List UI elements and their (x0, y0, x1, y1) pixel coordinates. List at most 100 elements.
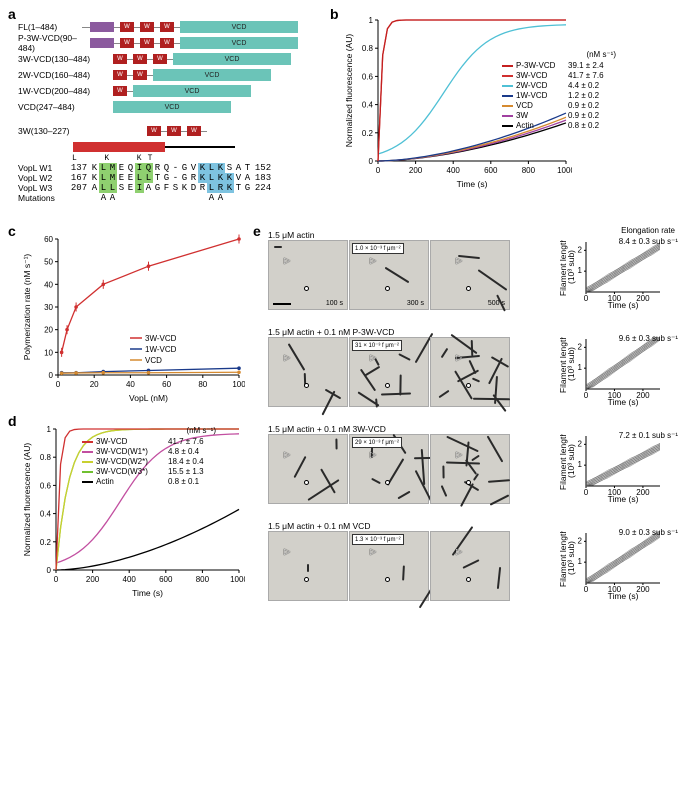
arrow-marker: ▷ (284, 547, 290, 556)
construct-name: P-3W-VCD(90–484) (18, 33, 90, 53)
w-repeat: W (113, 70, 127, 80)
micrograph: ▷ 1.0 × 10⁻³ f μm⁻² 300 s (349, 240, 429, 310)
panel-b-rates: (nM s⁻¹)P-3W-VCD39.1 ± 2.43W-VCD41.7 ± 7… (502, 50, 618, 131)
svg-text:Time (s): Time (s) (457, 179, 488, 189)
legend-label: 3W-VCD(W3*) (96, 467, 168, 476)
svg-text:200: 200 (409, 166, 423, 175)
legend-row: 3W-VCD41.7 ± 7.6 (82, 437, 218, 446)
density-box: 29 × 10⁻³ f μm⁻² (352, 437, 402, 448)
svg-text:Polymerization rate (nM s⁻¹): Polymerization rate (nM s⁻¹) (22, 254, 32, 361)
w-repeat: W (120, 22, 134, 32)
svg-text:0.4: 0.4 (40, 510, 52, 519)
svg-text:0.8: 0.8 (362, 44, 374, 53)
svg-text:800: 800 (522, 166, 536, 175)
legend-row: 3W-VCD(W1*)4.8 ± 0.4 (82, 447, 218, 456)
svg-text:0: 0 (584, 391, 589, 400)
micrograph: ▷ (268, 337, 348, 407)
density-box: 1.0 × 10⁻³ f μm⁻² (352, 243, 404, 254)
legend-swatch (82, 441, 93, 443)
arrow-marker: ▷ (456, 353, 462, 362)
legend-swatch (502, 85, 513, 87)
svg-text:(10³ sub): (10³ sub) (566, 444, 576, 478)
svg-text:800: 800 (196, 575, 210, 584)
filament-length-plot: 010020012Time (s)Filament length(10³ sub… (560, 434, 662, 504)
legend-label: 3W-VCD (96, 437, 168, 446)
svg-text:1: 1 (47, 425, 52, 434)
timestamp: 100 s (326, 300, 343, 307)
construct-name: 1W-VCD(200–484) (18, 86, 113, 96)
construct-row: 3W-VCD(130–484)WWWVCD (18, 52, 298, 66)
legend-row: 3W-VCD(W2*)18.4 ± 0.4 (82, 457, 218, 466)
micrograph: ▷ (268, 531, 348, 601)
svg-text:0.6: 0.6 (362, 72, 374, 81)
svg-text:Time (s): Time (s) (608, 494, 639, 504)
legend-label: 3W-VCD (516, 71, 568, 80)
timestamp: 500 s (488, 300, 505, 307)
condition-label: 1.5 μM actin (268, 230, 314, 240)
svg-text:2: 2 (578, 342, 583, 351)
rate-value: 41.7 ± 7.6 (568, 71, 618, 80)
svg-text:1000: 1000 (230, 575, 245, 584)
w-repeat: W (140, 22, 154, 32)
legend-swatch (82, 461, 93, 463)
panel-b-label: b (330, 6, 339, 22)
construct-bar: WWWVCD (90, 37, 298, 49)
svg-text:(10³ sub): (10³ sub) (566, 347, 576, 381)
fiducial-marker (385, 480, 390, 485)
w-repeat: W (133, 70, 147, 80)
construct-row: P-3W-VCD(90–484)WWWVCD (18, 36, 298, 50)
svg-text:0: 0 (47, 566, 52, 575)
vcd-domain: VCD (113, 101, 231, 113)
panel-a-label: a (8, 6, 16, 22)
alignment-row: VopL W3207ALLSEIAGFSKDRLRKTG224 (18, 183, 298, 193)
condition-label: 1.5 μM actin + 0.1 nM 3W-VCD (268, 424, 386, 434)
seq-name: VopL W3 (18, 183, 68, 193)
legend-row: P-3W-VCD39.1 ± 2.4 (502, 61, 618, 70)
fiducial-marker (385, 577, 390, 582)
timestamp: 300 s (407, 300, 424, 307)
vcd-domain: VCD (180, 37, 298, 49)
elongation-rate-value: 7.2 ± 0.1 sub s⁻¹ (578, 431, 678, 440)
micrograph: ▷100 s (268, 240, 348, 310)
construct-row: VCD(247–484)VCD (18, 100, 298, 114)
svg-text:600: 600 (484, 166, 498, 175)
legend-row: Actin0.8 ± 0.1 (82, 477, 218, 486)
p-domain (90, 38, 114, 48)
svg-text:Time (s): Time (s) (608, 397, 639, 407)
svg-text:1: 1 (578, 363, 583, 372)
legend-swatch (502, 75, 513, 77)
svg-text:100: 100 (232, 380, 245, 389)
arrow-marker: ▷ (370, 256, 376, 265)
construct-name: FL(1–484) (18, 22, 82, 32)
panel-c-chart: 0204060801000102030405060VopL (nM)Polyme… (20, 233, 245, 403)
svg-text:(10³ sub): (10³ sub) (566, 541, 576, 575)
legend-swatch (502, 95, 513, 97)
rate-value: 15.5 ± 1.3 (168, 467, 218, 476)
legend-row: 2W-VCD4.4 ± 0.2 (502, 81, 618, 90)
rate-value: 0.8 ± 0.1 (168, 477, 218, 486)
svg-text:20: 20 (44, 326, 53, 335)
elongation-rate-value: 9.6 ± 0.3 sub s⁻¹ (578, 334, 678, 343)
rate-value: 18.4 ± 0.4 (168, 457, 218, 466)
density-box: 31 × 10⁻³ f μm⁻² (352, 340, 402, 351)
legend-label: VCD (516, 101, 568, 110)
svg-text:0: 0 (584, 488, 589, 497)
seq-name: VopL W1 (18, 163, 68, 173)
legend-swatch (502, 65, 513, 67)
fiducial-marker (304, 480, 309, 485)
micrograph-row: 1.5 μM actin▷100 s▷1.0 × 10⁻³ f μm⁻²300 … (268, 240, 510, 325)
svg-text:0.8: 0.8 (40, 453, 52, 462)
panel-c-label: c (8, 223, 16, 239)
fiducial-marker (466, 286, 471, 291)
svg-text:60: 60 (44, 235, 53, 244)
arrow-marker: ▷ (370, 353, 376, 362)
elongation-rate-value: 9.0 ± 0.3 sub s⁻¹ (578, 528, 678, 537)
svg-text:0: 0 (369, 157, 374, 166)
svg-text:0: 0 (376, 166, 381, 175)
legend-swatch (502, 105, 513, 107)
vcd-domain: VCD (180, 21, 298, 33)
svg-text:1: 1 (578, 460, 583, 469)
arrow-marker: ▷ (284, 450, 290, 459)
w-repeat: W (160, 22, 174, 32)
fiducial-marker (466, 577, 471, 582)
